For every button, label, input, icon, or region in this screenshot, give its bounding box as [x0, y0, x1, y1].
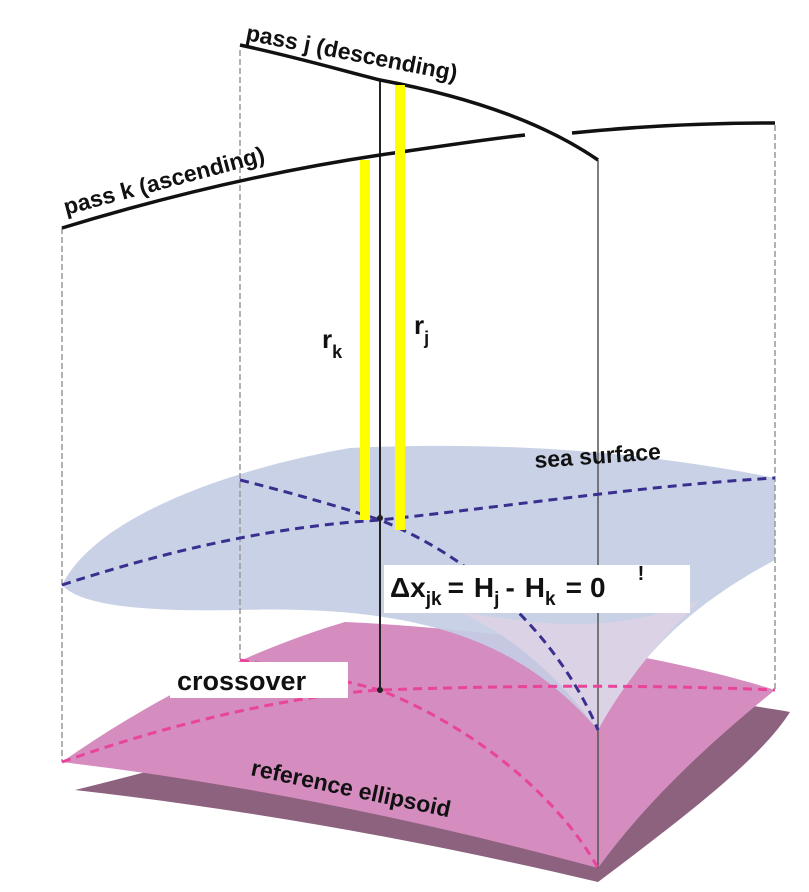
relation-mark: !: [638, 563, 645, 585]
page: {"labels":{"pass_j":"pass j (descending)…: [0, 0, 809, 892]
crossover-point: [377, 687, 383, 693]
subscript: k: [332, 342, 343, 362]
term: H: [474, 572, 494, 603]
diagram: pass j (descending) pass k (ascending) r…: [0, 0, 809, 892]
symbol: r: [414, 310, 424, 340]
term: 0: [590, 572, 606, 603]
r-k-label: rk: [322, 324, 343, 362]
symbol: r: [322, 324, 332, 354]
operator: =: [566, 572, 582, 603]
term: H: [525, 572, 545, 603]
subscript: j: [423, 328, 429, 348]
term: Δx: [390, 572, 426, 603]
orbit-segment: [572, 123, 775, 133]
r-j-label: rj: [414, 310, 429, 348]
subscript: jk: [425, 589, 442, 610]
crossover-point: [377, 515, 383, 521]
range-bar-k: [360, 160, 370, 520]
range-bar-j: [395, 85, 405, 530]
operator: =: [448, 572, 464, 603]
operator: -: [505, 572, 514, 603]
subscript: j: [493, 589, 499, 610]
subscript: k: [545, 589, 556, 610]
crossover-label: crossover: [177, 666, 307, 696]
